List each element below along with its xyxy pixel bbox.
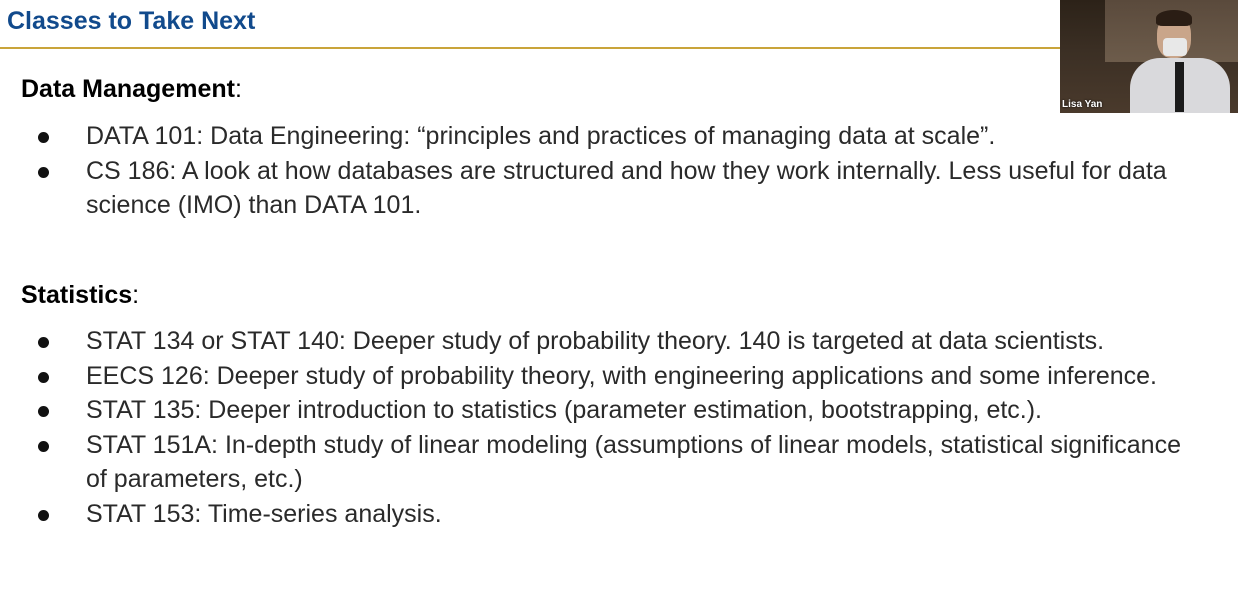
section-heading-statistics: Statistics: <box>21 281 139 310</box>
list-item-text: STAT 153: Time-series analysis. <box>86 499 442 528</box>
bullet-icon <box>38 337 49 348</box>
heading-text: Data Management <box>21 75 235 103</box>
data-management-list: DATA 101: Data Engineering: “principles … <box>0 119 1238 223</box>
heading-colon: : <box>234 75 242 103</box>
bullet-icon <box>38 166 49 178</box>
bullet-icon <box>38 440 49 452</box>
slide-title: Classes to Take Next <box>7 7 256 35</box>
list-item: STAT 135: Deeper introduction to statist… <box>0 393 1238 428</box>
participant-name-label: Lisa Yan <box>1062 99 1103 110</box>
presenter-hair <box>1156 10 1192 26</box>
webcam-video-feed: Lisa Yan <box>1060 0 1238 113</box>
presenter-tie <box>1175 62 1184 112</box>
bullet-icon <box>38 371 49 383</box>
bullet-icon <box>38 132 49 143</box>
list-item-text: STAT 134 or STAT 140: Deeper study of pr… <box>86 327 1105 355</box>
list-item: STAT 134 or STAT 140: Deeper study of pr… <box>0 324 1238 359</box>
statistics-list: STAT 134 or STAT 140: Deeper study of pr… <box>0 324 1238 531</box>
list-item: CS 186: A look at how databases are stru… <box>0 154 1238 223</box>
list-item-text: STAT 135: Deeper introduction to statist… <box>86 396 1043 424</box>
title-divider <box>0 47 1062 49</box>
bullet-icon <box>38 509 49 521</box>
list-item: EECS 126: Deeper study of probability th… <box>0 359 1238 394</box>
list-item: STAT 151A: In-depth study of linear mode… <box>0 428 1238 497</box>
heading-text: Statistics <box>21 281 133 309</box>
list-item: STAT 153: Time-series analysis. <box>0 497 1238 532</box>
section-heading-data-management: Data Management: <box>21 75 242 104</box>
list-item-text: EECS 126: Deeper study of probability th… <box>86 361 1157 390</box>
presenter-mask <box>1163 38 1187 56</box>
bullet-icon <box>38 406 49 417</box>
list-item-text: STAT 151A: In-depth study of linear mode… <box>86 430 1181 494</box>
list-item-text: DATA 101: Data Engineering: “principles … <box>86 122 996 150</box>
list-item: DATA 101: Data Engineering: “principles … <box>0 119 1238 154</box>
list-item-text: CS 186: A look at how databases are stru… <box>86 156 1167 220</box>
heading-colon: : <box>132 281 140 309</box>
